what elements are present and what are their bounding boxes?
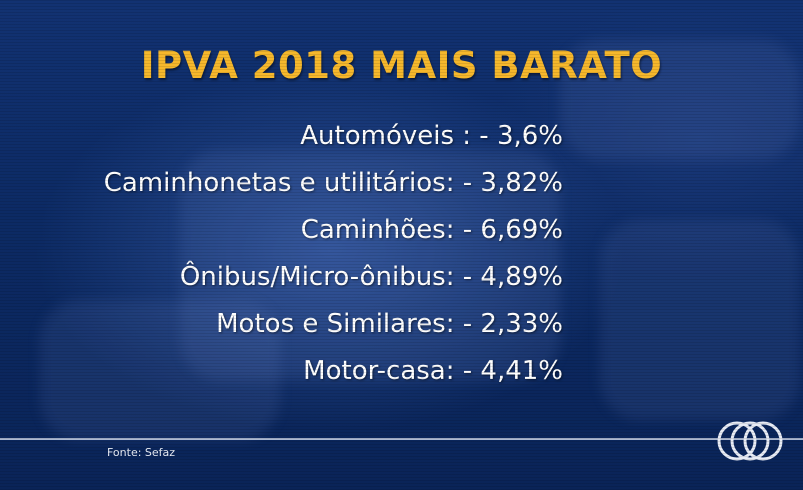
- rate-item-motos: Motos e Similares: - 2,33%: [216, 309, 563, 339]
- footer-divider: [0, 438, 803, 440]
- rate-item-motor-casa: Motor-casa: - 4,41%: [303, 356, 563, 386]
- background-blur-shape: [560, 40, 800, 160]
- graphic-title: IPVA 2018 MAIS BARATO: [140, 44, 663, 87]
- rate-list: Automóveis : - 3,6% Caminhonetas e utili…: [3, 113, 563, 395]
- rate-item-caminhonetas: Caminhonetas e utilitários: - 3,82%: [103, 168, 563, 198]
- source-credit: Fonte: Sefaz: [107, 446, 176, 459]
- rate-item-automoveis: Automóveis : - 3,6%: [300, 121, 563, 151]
- background-blur-shape: [40, 300, 280, 440]
- rate-item-onibus: Ônibus/Micro-ônibus: - 4,89%: [179, 262, 563, 292]
- background-blur-shape: [600, 220, 800, 420]
- background-blur-shape: [180, 150, 560, 380]
- rate-item-caminhoes: Caminhões: - 6,69%: [300, 215, 563, 245]
- tv-network-logo-icon: [717, 421, 783, 461]
